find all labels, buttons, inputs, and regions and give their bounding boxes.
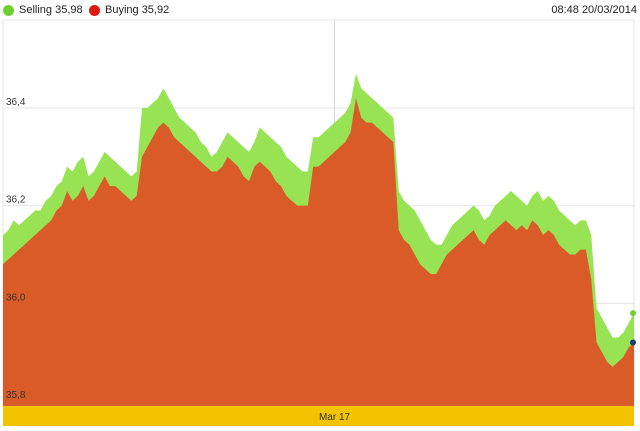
y-tick-label: 36,2: [6, 195, 26, 206]
y-tick-label: 35,8: [6, 390, 26, 401]
buying-dot-icon: [89, 4, 100, 16]
buying-area: [3, 98, 634, 407]
legend-item-selling[interactable]: Selling 35,98: [3, 0, 83, 20]
legend: Selling 35,98 Buying 35,92 08:48 20/03/2…: [0, 0, 640, 20]
timestamp: 08:48 20/03/2014: [551, 4, 637, 16]
x-tick-label: Mar 17: [319, 412, 351, 423]
buying-last-point: [630, 339, 636, 346]
legend-item-buying[interactable]: Buying 35,92: [89, 0, 169, 20]
x-axis-band: [3, 406, 634, 426]
y-tick-label: 36,0: [6, 292, 26, 303]
selling-label: Selling 35,98: [19, 4, 83, 16]
buying-label: Buying 35,92: [105, 4, 170, 16]
selling-dot-icon: [3, 4, 14, 16]
selling-last-point: [630, 310, 636, 317]
y-tick-label: 36,4: [6, 97, 26, 108]
